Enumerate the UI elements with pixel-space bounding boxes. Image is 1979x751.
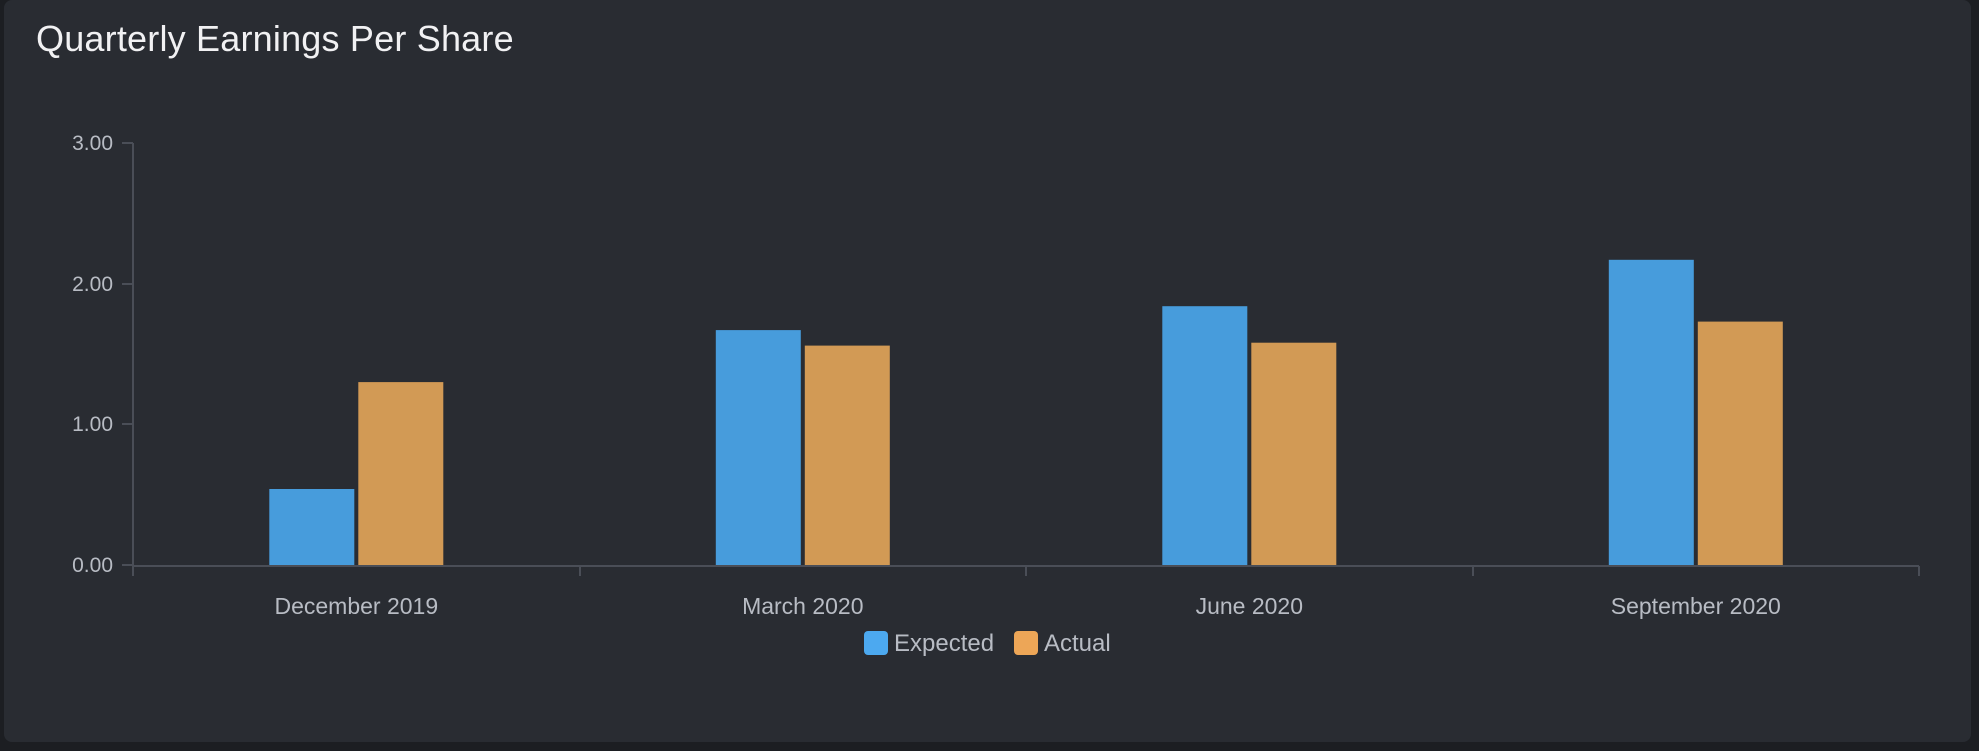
chart-title: Quarterly Earnings Per Share [36, 18, 514, 59]
bar-expected [269, 489, 355, 565]
y-tick-label: 1.00 [72, 413, 113, 436]
x-category-label: December 2019 [274, 593, 438, 619]
legend-label-expected: Expected [894, 630, 994, 657]
bar-actual [358, 382, 444, 565]
bar-expected [1162, 306, 1248, 565]
y-tick-label: 3.00 [72, 132, 113, 155]
bar-actual [1251, 342, 1337, 565]
bar-actual [1697, 321, 1783, 565]
legend-label-actual: Actual [1044, 630, 1111, 657]
bar-expected [715, 330, 801, 565]
x-category-label: March 2020 [742, 593, 863, 619]
y-tick-label: 2.00 [72, 273, 113, 296]
legend-swatch-expected [864, 631, 888, 655]
x-category-label: June 2020 [1196, 593, 1303, 619]
x-category-label: September 2020 [1611, 593, 1781, 619]
bar-actual [804, 345, 890, 565]
bar-expected [1608, 259, 1694, 565]
y-tick-label: 0.00 [72, 554, 113, 577]
legend-swatch-actual [1014, 631, 1038, 655]
